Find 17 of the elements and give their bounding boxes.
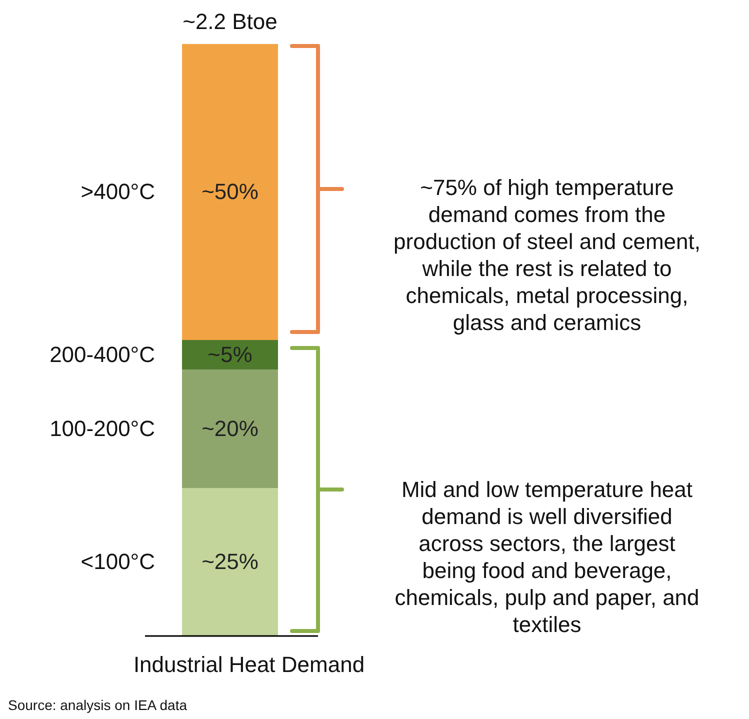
- bar: [182, 44, 278, 340]
- series-label: 100-200°C: [50, 416, 156, 441]
- bar: [182, 370, 278, 488]
- bar: [182, 488, 278, 636]
- data-label: ~5%: [208, 342, 252, 367]
- data-label: ~20%: [202, 416, 258, 441]
- series-label: 200-400°C: [50, 342, 156, 367]
- data-label: ~25%: [202, 549, 258, 574]
- x-axis-title: Industrial Heat Demand: [133, 652, 365, 677]
- source-note: Source: analysis on IEA data: [8, 697, 188, 713]
- data-label: ~50%: [202, 179, 258, 204]
- text: ~75% of high temperature demand comes from the production of steel and cement, while the rest is related to chemicals, metal processing, glass and ceramics: [394, 175, 700, 335]
- text: Mid and low temperature heat demand is well diversified across sectors, the largest being food and beverage, chemicals, pulp and paper, and textiles: [394, 477, 700, 637]
- text: ~2.2 Btoe: [182, 9, 278, 34]
- bar: [182, 340, 278, 370]
- series-label: >400°C: [80, 179, 156, 204]
- series-label: <100°C: [80, 549, 156, 574]
